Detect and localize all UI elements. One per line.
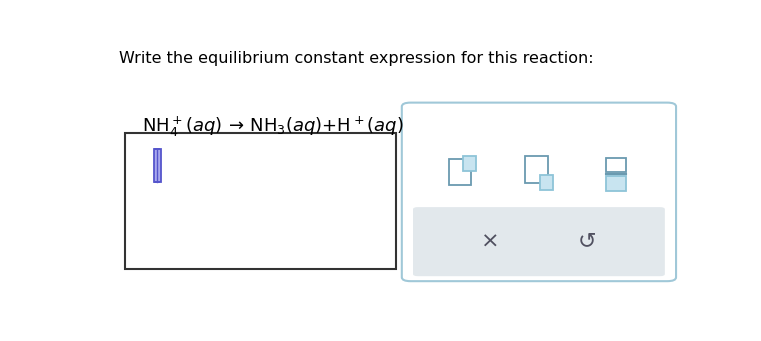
Text: $\mathregular{NH_4^+}$$\mathit{(aq)}$$\,\mathregular{\rightarrow}\,$$\mathregula: $\mathregular{NH_4^+}$$\mathit{(aq)}$$\,… [142,115,404,139]
Text: ×: × [481,232,500,252]
FancyBboxPatch shape [413,207,665,276]
Text: ↺: ↺ [578,232,597,252]
FancyBboxPatch shape [540,175,553,190]
FancyBboxPatch shape [607,176,626,191]
FancyBboxPatch shape [448,159,471,186]
FancyBboxPatch shape [526,157,548,183]
FancyBboxPatch shape [463,155,476,171]
FancyBboxPatch shape [607,158,626,172]
Text: Write the equilibrium constant expression for this reaction:: Write the equilibrium constant expressio… [119,51,594,66]
FancyBboxPatch shape [125,133,396,269]
FancyBboxPatch shape [402,103,676,281]
FancyBboxPatch shape [154,149,161,182]
